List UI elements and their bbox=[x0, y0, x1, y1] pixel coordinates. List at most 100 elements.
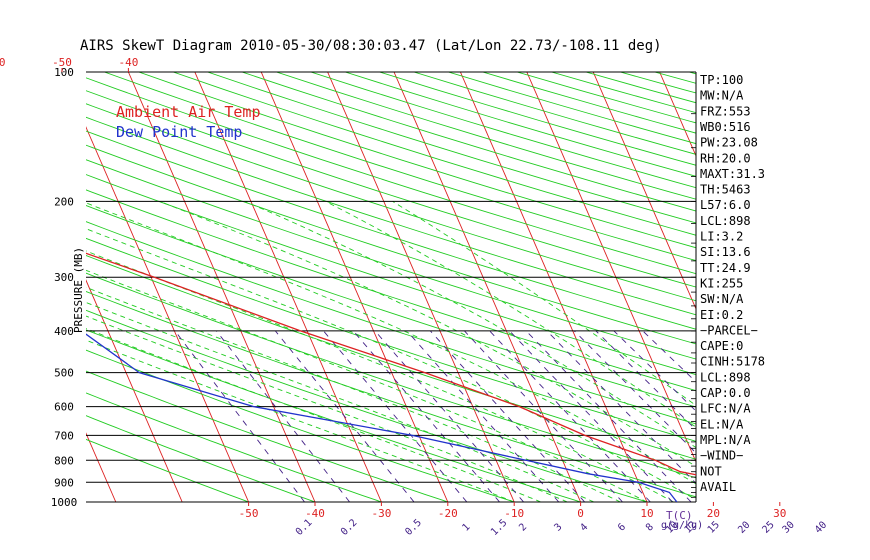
isotherm-line bbox=[194, 72, 382, 502]
pressure-tick-label: 600 bbox=[54, 401, 74, 414]
index-item: SI:13.6 bbox=[700, 245, 751, 259]
mixing-ratio-line bbox=[216, 330, 350, 502]
index-item: AVAIL bbox=[700, 480, 736, 494]
index-item: EL:N/A bbox=[700, 417, 744, 431]
dry-adiabat-line bbox=[86, 370, 448, 502]
dry-adiabat-line bbox=[86, 272, 696, 479]
index-item: TP:100 bbox=[700, 73, 743, 87]
dry-adiabat-line bbox=[861, 72, 870, 502]
temp-bottom-tick-label: 20 bbox=[707, 507, 720, 520]
index-item: CAP:0.0 bbox=[700, 386, 751, 400]
y-axis-label: PRESSURE (MB) bbox=[72, 247, 85, 333]
dry-adiabat-line bbox=[86, 205, 696, 408]
pressure-tick-label: 1000 bbox=[51, 496, 78, 509]
dry-adiabat-line bbox=[86, 349, 515, 502]
moist-adiabat-line bbox=[86, 286, 621, 502]
dry-adiabat-line bbox=[173, 72, 696, 236]
index-item: FRZ:553 bbox=[700, 104, 751, 118]
isobar-lines bbox=[86, 71, 697, 503]
pressure-tick-label: 100 bbox=[54, 66, 74, 79]
index-item: PW:23.08 bbox=[700, 136, 758, 150]
pressure-tick-label: 800 bbox=[54, 454, 74, 467]
mixing-ratio-line bbox=[595, 330, 696, 431]
temp-bottom-tick-label: -10 bbox=[504, 507, 524, 520]
mixing-ratio-tick-label: 6 bbox=[616, 522, 628, 534]
dry-adiabat-line bbox=[86, 144, 696, 345]
temp-bottom-tick-label: -20 bbox=[438, 507, 458, 520]
index-item: −WIND− bbox=[700, 449, 743, 463]
mixing-ratio-tick-label: 1 bbox=[460, 522, 472, 534]
dry-adiabat-line bbox=[86, 438, 249, 502]
dry-adiabat-line bbox=[86, 415, 316, 502]
pressure-tick-label: 300 bbox=[54, 271, 74, 284]
mixing-ratio-line bbox=[573, 330, 696, 454]
dry-adiabat-line bbox=[86, 221, 696, 425]
mixing-ratio-tick-label: 30 bbox=[781, 519, 797, 535]
legend-ambient-air-temp: Ambient Air Temp bbox=[116, 103, 261, 121]
dry-adiabat-line bbox=[86, 329, 581, 502]
temp-bottom-tick-label: -50 bbox=[239, 507, 259, 520]
moist-adiabat-line bbox=[86, 269, 648, 502]
chart-title: AIRS SkewT Diagram 2010-05-30/08:30:03.4… bbox=[80, 38, 662, 54]
mixing-ratio-line bbox=[274, 330, 415, 502]
x-axis-unit-label: T(C) bbox=[666, 509, 693, 522]
mixing-ratio-line bbox=[642, 330, 696, 383]
temp-bottom-tick-label: 0 bbox=[577, 507, 584, 520]
dry-adiabat-line bbox=[86, 130, 696, 330]
pressure-tick-label: 500 bbox=[54, 367, 74, 380]
dry-adiabat-line bbox=[758, 72, 870, 502]
mixing-ratio-line bbox=[323, 330, 468, 502]
index-item: LCL:898 bbox=[700, 370, 751, 384]
mixing-ratio-tick-label: 25 bbox=[760, 520, 776, 536]
isotherm-line bbox=[592, 72, 696, 311]
index-item: MAXT:31.3 bbox=[700, 167, 765, 181]
isotherm-line bbox=[86, 126, 250, 502]
mixing-ratio-line bbox=[509, 330, 673, 502]
index-item: NOT bbox=[700, 464, 722, 478]
mixing-ratio-line bbox=[525, 330, 692, 502]
sounding-profiles bbox=[86, 252, 696, 502]
mixing-ratio-tick-label: 40 bbox=[813, 520, 829, 536]
mixing-ratio-tick-label: 2 bbox=[517, 522, 529, 534]
index-item: LI:3.2 bbox=[700, 230, 743, 244]
dry-adiabat-line bbox=[86, 309, 648, 502]
index-item: TH:5463 bbox=[700, 183, 751, 197]
mixing-ratio-tick-label: 20 bbox=[736, 520, 752, 536]
dew-point-temp-line bbox=[86, 333, 678, 502]
index-item: KI:255 bbox=[700, 276, 743, 290]
dry-adiabat-line bbox=[792, 72, 870, 502]
index-item: TT:24.9 bbox=[700, 261, 751, 275]
mixing-ratio-tick-label: 3 bbox=[552, 522, 564, 534]
dry-adiabat-line bbox=[827, 72, 870, 502]
index-item: CINH:5178 bbox=[700, 355, 765, 369]
index-item: LFC:N/A bbox=[700, 402, 751, 416]
dry-adiabat-line bbox=[86, 103, 696, 302]
mixing-ratio-tick-label: 0.1 bbox=[294, 517, 315, 538]
mixing-ratio-line bbox=[464, 330, 623, 502]
temp-bottom-tick-label: 10 bbox=[640, 507, 653, 520]
temp-bottom-tick-label: -30 bbox=[371, 507, 391, 520]
dry-adiabat-line bbox=[86, 392, 382, 502]
temp-top-tick-label: -40 bbox=[118, 56, 138, 69]
dry-adiabat-line bbox=[207, 72, 696, 224]
dry-adiabat-line bbox=[379, 72, 696, 166]
index-item: MW:N/A bbox=[700, 89, 744, 103]
index-item: RH:20.0 bbox=[700, 151, 751, 165]
index-item: EI:0.2 bbox=[700, 308, 743, 322]
pressure-tick-label: 200 bbox=[54, 195, 74, 208]
isotherm-line bbox=[792, 72, 870, 502]
mixing-ratio-line bbox=[613, 330, 696, 412]
mixing-ratio-line bbox=[352, 330, 500, 502]
dry-adiabat-line bbox=[654, 72, 696, 84]
mixing-ratio-line bbox=[374, 330, 524, 502]
index-item: MPL:N/A bbox=[700, 433, 751, 447]
mixing-ratio-line bbox=[489, 330, 651, 502]
dry-adiabat-line bbox=[86, 174, 696, 376]
isotherm-line bbox=[526, 72, 696, 464]
temp-bottom-tick-label: 30 bbox=[773, 507, 786, 520]
mixing-ratio-tick-label: 1.5 bbox=[489, 517, 510, 538]
mixing-ratio-tick-label: 8 bbox=[644, 522, 656, 534]
temp-bottom-tick-label: -40 bbox=[305, 507, 325, 520]
